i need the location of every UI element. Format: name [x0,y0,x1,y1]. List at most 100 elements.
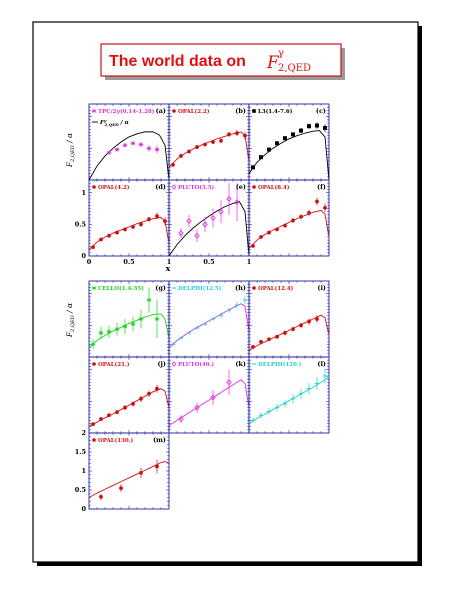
panel-tag-k: (k) [235,360,246,368]
data-point [259,235,263,239]
data-point [99,417,103,421]
legend-theory-main: F [99,120,105,126]
data-point [315,197,319,206]
panel-tag-g: (g) [155,284,166,292]
data-point [179,336,183,340]
data-point [299,128,303,134]
data-point [291,394,295,404]
panel-tag-e: (e) [236,183,246,191]
data-point [307,209,311,217]
x-axis-label: x [166,264,171,273]
data-point [194,402,200,413]
data-point [323,203,327,213]
data-point [163,217,167,225]
data-point [139,395,143,402]
data-point [251,344,255,349]
data-point [155,212,159,220]
data-point [122,143,128,148]
data-point [226,369,232,395]
experiment-label-a: TPC/2γ(0.14-1.28) [92,108,155,115]
experiment-name: TPC/2γ(0.14-1.28) [98,108,155,115]
y-tick-label: 1.5 [75,448,87,456]
experiment-label-m: OPAL(130.) [92,437,134,444]
data-point [323,368,327,384]
y-axis-label-bottom: F2,QED / α [65,303,76,338]
panel-tag-a: (a) [156,107,166,115]
title-math-sup: γ [278,48,284,59]
experiment-label-e: PLUTO(5.5) [171,184,215,191]
data-point [90,339,96,350]
data-point [194,229,200,243]
data-point [267,408,271,415]
panel-tag-c: (c) [316,107,326,115]
experiment-name: DELPHI(12.5) [178,285,222,292]
data-point [130,141,136,146]
theory-curve-m [88,461,170,498]
panel-k: PLUTO(40.) (k) [168,356,250,434]
ylabel-bottom-sub: 2,QED [70,315,76,333]
data-point [307,123,311,129]
experiment-name: PLUTO(5.5) [178,184,215,191]
data-point [115,230,119,235]
x-tick-label: 1 [247,258,252,266]
title-text: The world data on [109,53,246,70]
data-point [195,325,199,330]
panel-l: DELPHI(120.) (l) [248,356,330,434]
data-point [107,413,111,418]
data-point [203,142,207,147]
data-point [119,484,123,492]
data-point [122,319,128,335]
data-point [251,165,255,170]
experiment-label-h: DELPHI(12.5) [172,285,222,292]
data-point [147,390,151,397]
panel-tag-f: (f) [317,183,326,191]
experiment-label-i: OPAL(12.4) [252,285,294,292]
x-tick-label: 0.5 [203,258,215,266]
experiment-label-g: CELLO(1.4-35) [92,285,144,292]
legend-theory-text: Fγ 2,QED / α [99,118,130,127]
data-point [235,129,239,137]
experiment-name: OPAL(12.4) [258,285,294,292]
experiment-label-d: OPAL(4.2) [92,184,130,191]
data-point [251,243,255,248]
panel-c: L3(1.4-7.6) (c) [248,103,330,181]
data-point [139,221,143,227]
data-point [123,227,127,232]
data-point [243,131,247,140]
experiment-name: OPAL(4.2) [98,184,130,191]
data-point [138,142,144,148]
data-point [226,183,232,215]
ylabel-bottom-main: F [65,331,74,338]
ylabel-bottom-rest: / α [65,303,74,315]
data-point [267,147,271,152]
data-point [130,316,136,332]
panels: TPC/2γ(0.14-1.28) (a) OPAL(2.2) (b) L3(1.4-7… [75,103,330,513]
y-tick-label: 1 [81,467,86,475]
experiment-name: OPAL(21.) [98,361,130,368]
data-point [251,417,255,423]
experiment-name: OPAL(2.2) [178,108,210,115]
data-point [283,223,287,228]
data-point [299,322,303,328]
data-point [114,322,120,336]
experiment-label-l: DELPHI(120.) [252,361,302,368]
data-point [243,296,247,304]
data-point [107,233,111,238]
legend-theory-sub: 2,QED [104,122,120,127]
panel-tag-d: (d) [155,183,166,191]
y-tick-label: 0.5 [75,486,87,494]
data-point [146,287,152,313]
legend-theory-rest: / α [119,120,130,126]
data-point [259,412,263,419]
data-point [106,325,112,338]
legend-theory-sup: γ [104,118,107,123]
data-point [99,493,103,500]
experiment-name: CELLO(1.4-35) [98,285,144,292]
data-point [315,377,319,390]
data-point [131,401,135,407]
ylabel-top-main: F [65,161,74,168]
data-point [307,382,311,395]
panel-m: 0 0.5 1 1.5 2 OPAL(130.) (m) [75,429,170,513]
data-point [123,405,127,411]
